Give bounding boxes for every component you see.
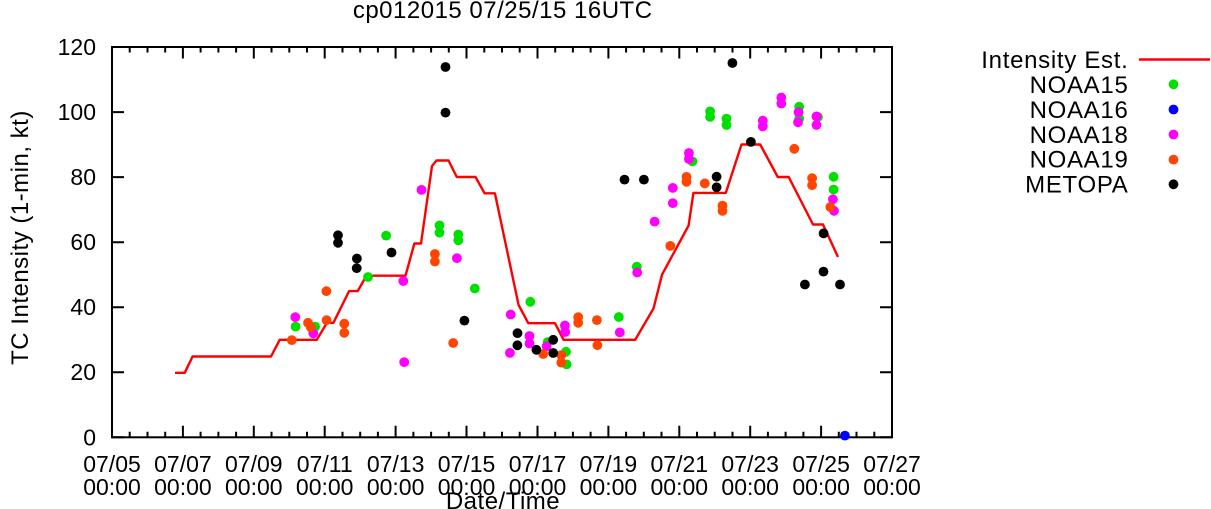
svg-text:07/11: 07/11 xyxy=(297,451,353,477)
svg-text:00:00: 00:00 xyxy=(509,474,567,500)
svg-text:0: 0 xyxy=(83,424,96,450)
svg-text:120: 120 xyxy=(58,34,96,60)
svg-text:60: 60 xyxy=(70,229,96,255)
svg-text:00:00: 00:00 xyxy=(83,474,141,500)
svg-text:07/25: 07/25 xyxy=(792,451,850,477)
svg-text:20: 20 xyxy=(70,359,96,385)
svg-text:TC Intensity (1-min, kt): TC Intensity (1-min, kt) xyxy=(7,110,34,365)
svg-text:00:00: 00:00 xyxy=(438,474,496,500)
svg-text:80: 80 xyxy=(70,164,96,190)
svg-text:07/23: 07/23 xyxy=(721,451,779,477)
svg-text:NOAA15: NOAA15 xyxy=(1030,72,1129,99)
svg-text:07/27: 07/27 xyxy=(863,451,921,477)
svg-text:07/13: 07/13 xyxy=(367,451,425,477)
svg-text:00:00: 00:00 xyxy=(367,474,425,500)
svg-text:NOAA16: NOAA16 xyxy=(1030,97,1129,124)
svg-text:00:00: 00:00 xyxy=(154,474,212,500)
svg-text:07/21: 07/21 xyxy=(651,451,709,477)
svg-text:00:00: 00:00 xyxy=(296,474,354,500)
svg-text:Date/Time: Date/Time xyxy=(446,488,560,509)
svg-text:METOPA: METOPA xyxy=(1025,172,1128,199)
svg-text:NOAA18: NOAA18 xyxy=(1030,122,1129,149)
svg-text:07/15: 07/15 xyxy=(438,451,496,477)
svg-text:07/17: 07/17 xyxy=(509,451,567,477)
svg-text:07/09: 07/09 xyxy=(225,451,283,477)
svg-text:00:00: 00:00 xyxy=(721,474,779,500)
svg-text:40: 40 xyxy=(70,294,96,320)
svg-text:NOAA19: NOAA19 xyxy=(1030,147,1129,174)
svg-text:00:00: 00:00 xyxy=(651,474,709,500)
svg-text:07/19: 07/19 xyxy=(580,451,638,477)
svg-text:07/05: 07/05 xyxy=(83,451,141,477)
svg-text:cp012015 07/25/15 16UTC: cp012015 07/25/15 16UTC xyxy=(353,0,653,24)
svg-text:00:00: 00:00 xyxy=(580,474,638,500)
svg-text:00:00: 00:00 xyxy=(792,474,850,500)
svg-text:00:00: 00:00 xyxy=(225,474,283,500)
svg-text:100: 100 xyxy=(58,99,96,125)
svg-text:07/07: 07/07 xyxy=(154,451,212,477)
svg-text:Intensity Est.: Intensity Est. xyxy=(981,47,1128,74)
svg-text:00:00: 00:00 xyxy=(863,474,921,500)
